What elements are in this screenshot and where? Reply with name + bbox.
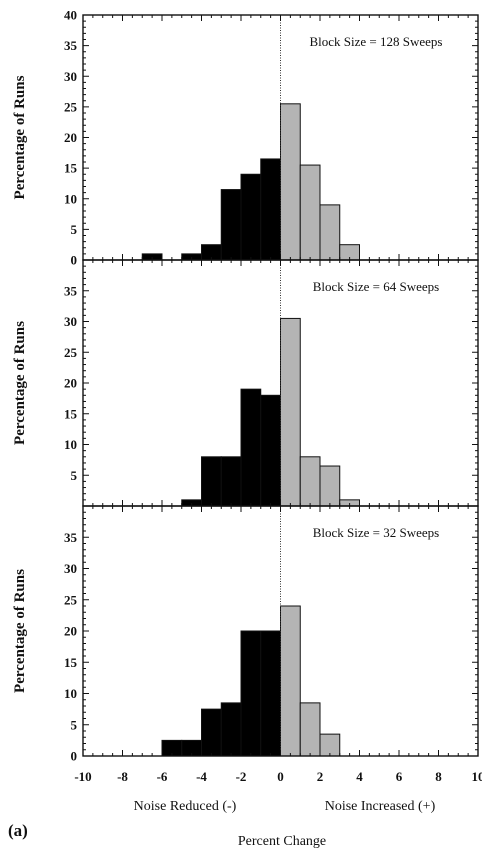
x-tick-label: 8 bbox=[435, 769, 442, 784]
y-tick-label-block-128: 40 bbox=[64, 8, 77, 23]
histogram-bar-block-64-7 bbox=[319, 465, 341, 507]
y-axis-title-block-32: Percentage of Runs bbox=[12, 569, 28, 693]
x-axis-title: Percent Change bbox=[238, 834, 326, 849]
y-tick-label-block-128: 10 bbox=[64, 191, 77, 206]
y-axis-title-block-128: Percentage of Runs bbox=[12, 75, 28, 199]
histogram-bar-block-64-4 bbox=[260, 394, 281, 507]
x-tick-label: -10 bbox=[74, 769, 91, 784]
y-tick-label-block-64: 10 bbox=[64, 437, 77, 452]
panel-letter: (a) bbox=[8, 821, 28, 840]
panels-group: 0 5 10 15 20 25 30 35 40 Percentage of Runs Block … bbox=[12, 8, 479, 764]
y-tick-label-block-64: 15 bbox=[64, 406, 78, 421]
y-tick-label-block-32: 25 bbox=[64, 592, 78, 607]
y-tick-label-block-32: 30 bbox=[64, 561, 77, 576]
x-tick-label: 0 bbox=[277, 769, 284, 784]
x-tick-label: -8 bbox=[117, 769, 128, 784]
histogram-bar-block-128-5 bbox=[260, 158, 281, 261]
x-tick-label: 6 bbox=[396, 769, 403, 784]
x-tick-label: 10 bbox=[472, 769, 482, 784]
y-tick-label-block-128: 25 bbox=[64, 99, 78, 114]
histogram-bar-block-128-7 bbox=[299, 164, 321, 261]
histogram-bar-block-64-5 bbox=[280, 317, 301, 507]
histogram-bar-block-32-5 bbox=[260, 630, 281, 757]
y-tick-label-block-128: 20 bbox=[64, 130, 77, 145]
block-size-annotation-block-32: Block Size = 32 Sweeps bbox=[313, 525, 439, 540]
panel-block-64: 5 10 15 20 25 30 35 Percentage of Runs Block Siz… bbox=[12, 259, 479, 507]
y-tick-label-block-128: 0 bbox=[71, 253, 78, 268]
y-tick-label-block-32: 20 bbox=[64, 624, 77, 639]
y-tick-label-block-64: 25 bbox=[64, 345, 78, 360]
x-axis-tick-labels: -10 -8 -6 -4 -2 0 2 4 6 8 10 bbox=[74, 769, 482, 784]
histogram-bar-block-32-3 bbox=[220, 702, 242, 757]
y-tick-label-block-128: 35 bbox=[64, 38, 78, 53]
x-tick-label: -6 bbox=[157, 769, 168, 784]
noise-increased-label: Noise Increased (+) bbox=[325, 799, 436, 814]
y-axis-title-block-64: Percentage of Runs bbox=[12, 321, 28, 445]
y-tick-label-block-64: 35 bbox=[64, 283, 78, 298]
histogram-bar-block-128-4 bbox=[240, 173, 262, 261]
histogram-bar-block-32-7 bbox=[299, 702, 321, 757]
x-tick-label: 2 bbox=[317, 769, 324, 784]
histogram-bar-block-64-6 bbox=[299, 456, 321, 507]
x-tick-label: -2 bbox=[236, 769, 247, 784]
block-size-annotation-block-64: Block Size = 64 Sweeps bbox=[313, 279, 439, 294]
histogram-bar-block-64-2 bbox=[220, 456, 242, 507]
y-tick-label-block-128: 15 bbox=[64, 161, 78, 176]
panel-block-32: 0 5 10 15 20 25 30 35 Percentage of Runs Block Si… bbox=[12, 505, 479, 764]
y-tick-label-block-64: 20 bbox=[64, 376, 77, 391]
x-tick-label: -4 bbox=[196, 769, 207, 784]
y-tick-label-block-32: 5 bbox=[71, 717, 78, 732]
y-tick-label-block-64: 5 bbox=[71, 468, 78, 483]
histogram-bar-block-128-8 bbox=[319, 204, 341, 261]
histogram-bar-block-32-6 bbox=[280, 605, 301, 757]
histogram-bar-block-128-3 bbox=[220, 189, 242, 261]
histogram-bar-block-64-3 bbox=[240, 388, 262, 507]
noise-reduced-label: Noise Reduced (-) bbox=[134, 799, 237, 814]
x-tick-label: 4 bbox=[356, 769, 363, 784]
histogram-bar-block-32-2 bbox=[201, 708, 222, 757]
block-size-annotation-block-128: Block Size = 128 Sweeps bbox=[310, 34, 443, 49]
histogram-bar-block-32-8 bbox=[319, 733, 341, 757]
histogram-bar-block-32-4 bbox=[240, 630, 262, 757]
y-tick-label-block-128: 5 bbox=[71, 222, 78, 237]
histogram-bar-block-128-6 bbox=[280, 103, 301, 261]
y-tick-label-block-32: 15 bbox=[64, 655, 78, 670]
y-tick-label-block-32: 0 bbox=[71, 749, 78, 764]
y-tick-label-block-32: 35 bbox=[64, 530, 78, 545]
y-tick-label-block-128: 30 bbox=[64, 69, 77, 84]
y-tick-label-block-32: 10 bbox=[64, 686, 77, 701]
y-tick-label-block-64: 30 bbox=[64, 314, 77, 329]
panel-block-128: 0 5 10 15 20 25 30 35 40 Percentage of Runs Block … bbox=[12, 8, 479, 268]
histogram-bar-block-64-1 bbox=[201, 456, 222, 507]
